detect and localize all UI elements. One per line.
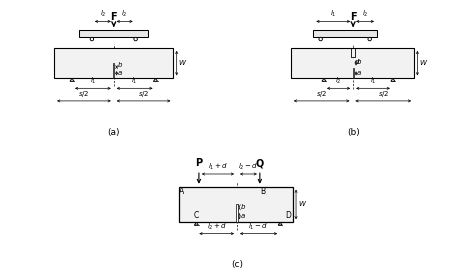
Circle shape	[319, 37, 322, 41]
Text: b: b	[240, 204, 245, 210]
Text: $l_2$: $l_2$	[121, 9, 128, 19]
Text: $s/2$: $s/2$	[316, 89, 328, 99]
Text: a: a	[240, 213, 245, 219]
Text: $s/2$: $s/2$	[378, 89, 389, 99]
Text: W: W	[298, 201, 305, 208]
Text: b: b	[118, 62, 122, 68]
Text: $l_2+d$: $l_2+d$	[207, 221, 227, 232]
Text: a: a	[357, 70, 361, 76]
Polygon shape	[391, 78, 395, 81]
Text: (a): (a)	[108, 128, 120, 137]
Text: $s/2$: $s/2$	[78, 89, 90, 99]
Polygon shape	[70, 78, 74, 81]
Text: $l_2-d$: $l_2-d$	[238, 161, 259, 172]
Text: C: C	[194, 211, 199, 220]
Circle shape	[90, 37, 94, 41]
Text: $l_1+d$: $l_1+d$	[208, 161, 228, 172]
Text: (b): (b)	[347, 128, 359, 137]
Text: a: a	[118, 70, 122, 76]
Text: W: W	[419, 60, 426, 66]
Bar	[179, 187, 293, 222]
Bar	[54, 48, 173, 78]
Bar	[291, 48, 414, 78]
Text: B: B	[261, 187, 265, 196]
Text: W: W	[179, 60, 185, 66]
Text: Q: Q	[256, 158, 264, 168]
Text: b: b	[357, 59, 362, 65]
Text: d: d	[355, 59, 359, 65]
Text: $l_1$: $l_1$	[90, 76, 96, 86]
Text: D: D	[285, 211, 291, 220]
Circle shape	[134, 37, 137, 41]
Bar	[79, 30, 148, 37]
Text: $l_2$: $l_2$	[362, 9, 368, 19]
Polygon shape	[194, 222, 198, 225]
Text: (c): (c)	[231, 260, 243, 269]
Bar	[113, 63, 114, 78]
Text: P: P	[195, 158, 202, 168]
Text: F: F	[110, 12, 117, 22]
Bar	[313, 30, 377, 37]
Text: $l_1$: $l_1$	[370, 76, 376, 86]
Polygon shape	[322, 78, 326, 81]
Circle shape	[368, 37, 372, 41]
Polygon shape	[278, 222, 282, 225]
Text: $l_2$: $l_2$	[335, 76, 342, 86]
Text: $l_1$: $l_1$	[131, 76, 138, 86]
Polygon shape	[154, 78, 157, 81]
Text: A: A	[179, 187, 184, 196]
Bar	[353, 68, 354, 78]
Text: $l_2$: $l_2$	[100, 9, 106, 19]
Text: $l_1-d$: $l_1-d$	[248, 221, 269, 232]
Text: F: F	[350, 12, 356, 22]
Text: $l_1$: $l_1$	[330, 9, 337, 19]
Text: $s/2$: $s/2$	[138, 89, 149, 99]
